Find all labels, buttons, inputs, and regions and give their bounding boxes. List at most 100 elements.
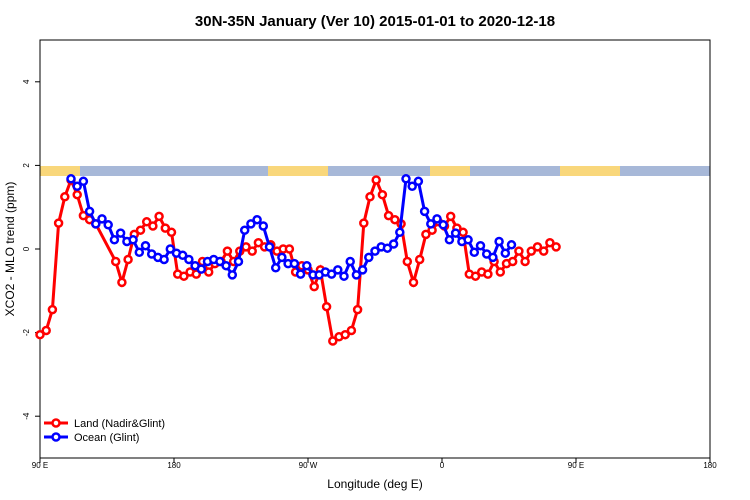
data-point xyxy=(97,214,107,224)
data-point xyxy=(78,210,89,221)
data-point xyxy=(253,237,264,248)
data-point xyxy=(302,260,312,271)
legend-marker xyxy=(51,432,61,442)
data-point xyxy=(60,192,70,202)
y-axis-label: XCO2 - MLO trend (ppm) xyxy=(3,182,17,317)
data-point xyxy=(520,256,530,267)
data-point xyxy=(215,256,225,267)
data-point xyxy=(470,271,481,281)
x-tick-label: 180 xyxy=(703,461,717,470)
data-point xyxy=(551,242,561,252)
data-point xyxy=(351,270,362,280)
data-point xyxy=(339,271,349,281)
y-tick-label: -4 xyxy=(22,412,31,420)
data-point xyxy=(388,239,399,249)
series-land xyxy=(35,175,561,346)
data-point xyxy=(184,254,194,265)
legend-label: Land (Nadir&Glint) xyxy=(74,418,165,430)
data-point xyxy=(526,246,537,256)
data-point xyxy=(277,252,287,263)
data-point xyxy=(233,256,244,267)
data-point xyxy=(333,265,343,275)
data-point xyxy=(154,211,164,222)
data-point xyxy=(483,269,493,279)
data-point xyxy=(494,236,504,247)
data-point xyxy=(166,227,177,238)
y-tick-label: 4 xyxy=(22,79,31,84)
data-point xyxy=(438,220,448,230)
data-point xyxy=(475,240,486,251)
data-point xyxy=(264,242,275,252)
data-point xyxy=(321,301,332,312)
data-point xyxy=(458,227,468,238)
data-point xyxy=(545,237,555,248)
x-tick-label: 90 W xyxy=(299,461,318,470)
data-point xyxy=(413,176,424,187)
x-tick-label: 90 E xyxy=(568,461,584,470)
data-point xyxy=(346,325,357,336)
data-point xyxy=(421,229,431,240)
data-point xyxy=(252,214,262,225)
data-point xyxy=(135,225,146,235)
data-point xyxy=(328,336,338,346)
data-point xyxy=(246,219,256,229)
data-point xyxy=(500,248,511,258)
data-point xyxy=(123,254,133,265)
data-point xyxy=(407,181,417,192)
chart-title: 30N-35N January (Ver 10) 2015-01-01 to 2… xyxy=(195,13,555,30)
data-point xyxy=(382,243,393,253)
data-point xyxy=(507,256,518,267)
data-point xyxy=(345,256,355,267)
data-point xyxy=(35,329,45,340)
data-point xyxy=(419,206,430,217)
data-point xyxy=(222,246,233,256)
data-point xyxy=(134,247,145,258)
data-point xyxy=(179,271,189,281)
data-point xyxy=(72,181,82,192)
data-point xyxy=(140,240,151,251)
data-point xyxy=(469,247,480,258)
data-point xyxy=(340,329,350,340)
data-point xyxy=(284,244,295,254)
data-point xyxy=(41,325,51,336)
x-tick-label: 90 E xyxy=(32,461,48,470)
data-point xyxy=(444,235,455,245)
data-point xyxy=(352,304,363,315)
data-point xyxy=(532,242,543,252)
data-point xyxy=(110,256,121,267)
data-point xyxy=(495,267,506,277)
x-axis: 90 E 180 90 W 0 90 E 180 xyxy=(32,458,717,470)
legend: Land (Nadir&Glint) Ocean (Glint) xyxy=(44,418,165,444)
data-point xyxy=(401,174,411,184)
x-tick-label: 0 xyxy=(440,461,445,470)
data-point xyxy=(488,252,498,263)
data-point xyxy=(445,211,456,222)
data-point xyxy=(289,258,300,269)
data-point xyxy=(53,218,64,228)
data-point xyxy=(247,246,257,256)
data-point xyxy=(148,221,158,231)
data-point xyxy=(258,221,269,231)
data-point xyxy=(402,256,413,267)
data-point xyxy=(160,223,171,233)
data-point xyxy=(227,270,238,280)
data-point xyxy=(326,269,337,279)
data-point xyxy=(514,246,524,256)
series-layer xyxy=(35,174,561,346)
data-point xyxy=(370,246,380,256)
legend-label: Ocean (Glint) xyxy=(74,432,139,444)
y-tick-label: 2 xyxy=(22,163,31,168)
data-point xyxy=(141,217,152,227)
data-point xyxy=(359,218,369,228)
data-point xyxy=(203,267,214,277)
data-point xyxy=(84,206,95,217)
data-point xyxy=(159,254,169,265)
data-point xyxy=(309,281,319,292)
data-point xyxy=(463,235,473,245)
data-point xyxy=(91,219,101,229)
data-point xyxy=(66,174,76,184)
y-tick-label: -2 xyxy=(22,328,31,336)
data-point xyxy=(408,277,419,288)
data-point xyxy=(103,220,113,230)
